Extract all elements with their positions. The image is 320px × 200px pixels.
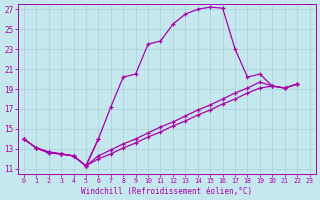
X-axis label: Windchill (Refroidissement éolien,°C): Windchill (Refroidissement éolien,°C) (81, 187, 252, 196)
